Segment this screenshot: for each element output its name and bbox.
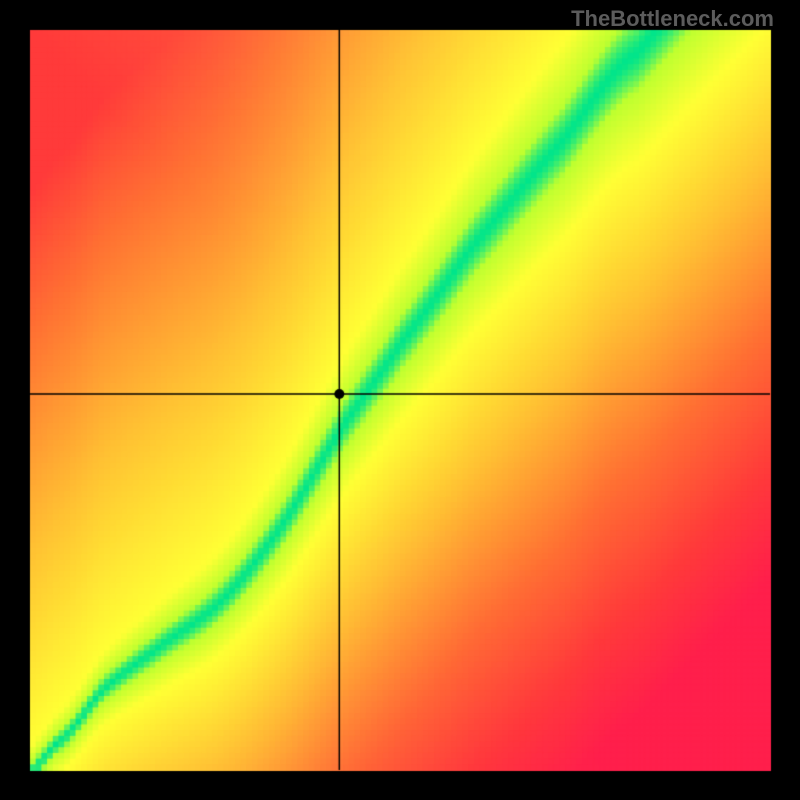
bottleneck-heatmap bbox=[0, 0, 800, 800]
watermark-text: TheBottleneck.com bbox=[571, 6, 774, 32]
